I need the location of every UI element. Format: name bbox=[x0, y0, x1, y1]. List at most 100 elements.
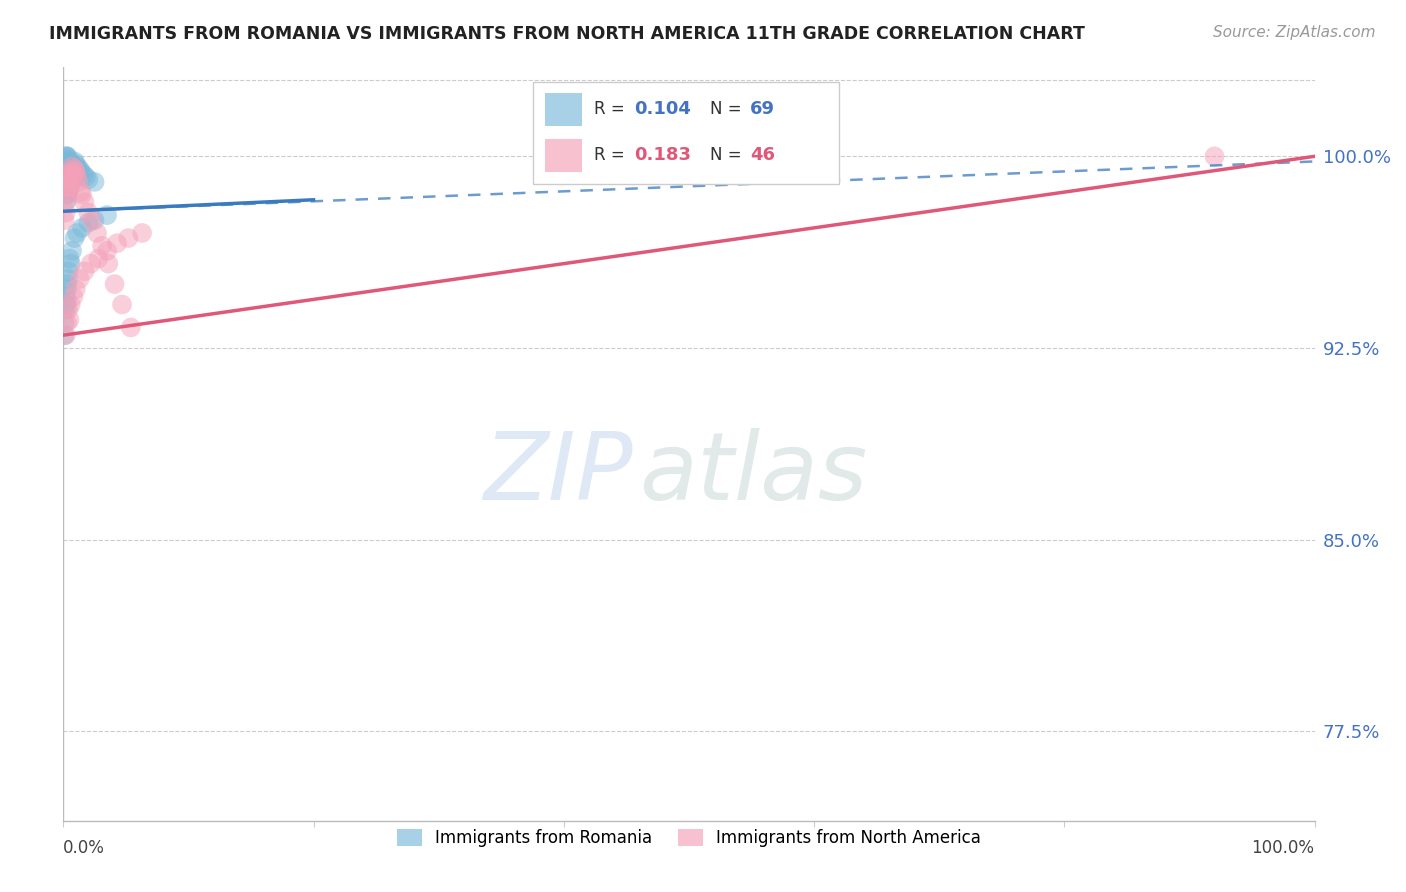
Point bbox=[55, 195, 77, 210]
Point bbox=[55, 205, 77, 219]
Point bbox=[96, 244, 118, 258]
Point bbox=[80, 213, 103, 227]
Point bbox=[58, 185, 80, 199]
Point bbox=[58, 313, 80, 327]
Point bbox=[69, 185, 91, 199]
Point bbox=[59, 257, 82, 271]
Point bbox=[56, 282, 79, 296]
Point bbox=[62, 290, 84, 304]
Point bbox=[69, 162, 91, 177]
Point bbox=[55, 290, 77, 304]
Point bbox=[65, 164, 87, 178]
Point bbox=[59, 175, 82, 189]
Point bbox=[58, 162, 80, 177]
Point bbox=[56, 193, 79, 207]
Point bbox=[58, 302, 80, 317]
Point bbox=[55, 154, 77, 169]
Point bbox=[58, 272, 80, 286]
Text: Source: ZipAtlas.com: Source: ZipAtlas.com bbox=[1212, 25, 1375, 40]
Text: ZIP: ZIP bbox=[484, 428, 633, 519]
Point bbox=[70, 220, 93, 235]
Point bbox=[65, 157, 87, 171]
Point bbox=[62, 167, 84, 181]
Point bbox=[58, 180, 80, 194]
Point bbox=[58, 175, 80, 189]
Point bbox=[66, 160, 89, 174]
Point bbox=[55, 328, 77, 343]
Point bbox=[56, 277, 79, 291]
Point bbox=[55, 175, 77, 189]
Point bbox=[60, 160, 83, 174]
Point bbox=[55, 152, 77, 166]
Point bbox=[67, 164, 90, 178]
Point bbox=[56, 315, 79, 329]
Point bbox=[86, 226, 108, 240]
Point bbox=[65, 167, 87, 181]
Point bbox=[55, 302, 77, 317]
Point bbox=[58, 180, 80, 194]
Point bbox=[120, 320, 142, 334]
Point bbox=[56, 149, 79, 163]
Point bbox=[56, 175, 79, 189]
Point bbox=[59, 164, 82, 178]
Point bbox=[58, 167, 80, 181]
Point bbox=[77, 205, 100, 219]
Point bbox=[66, 169, 89, 184]
Point bbox=[59, 160, 82, 174]
Point bbox=[56, 167, 79, 181]
Point bbox=[131, 226, 153, 240]
Point bbox=[59, 164, 82, 178]
Point bbox=[59, 172, 82, 186]
Point bbox=[77, 216, 100, 230]
Legend: Immigrants from Romania, Immigrants from North America: Immigrants from Romania, Immigrants from… bbox=[391, 822, 987, 854]
Point bbox=[77, 172, 100, 186]
Point bbox=[103, 277, 125, 291]
Point bbox=[59, 297, 82, 311]
Point bbox=[75, 169, 97, 184]
Point bbox=[80, 257, 103, 271]
Point bbox=[56, 149, 79, 163]
Point bbox=[53, 162, 76, 177]
Text: IMMIGRANTS FROM ROMANIA VS IMMIGRANTS FROM NORTH AMERICA 11TH GRADE CORRELATION : IMMIGRANTS FROM ROMANIA VS IMMIGRANTS FR… bbox=[49, 25, 1085, 43]
Point bbox=[97, 257, 120, 271]
Text: atlas: atlas bbox=[638, 428, 868, 519]
Point bbox=[60, 164, 83, 178]
Point bbox=[62, 160, 84, 174]
Point bbox=[58, 157, 80, 171]
Point bbox=[96, 208, 118, 222]
Point bbox=[56, 154, 79, 169]
Point bbox=[111, 297, 134, 311]
Point bbox=[62, 169, 84, 184]
Point bbox=[63, 154, 86, 169]
Point bbox=[58, 162, 80, 177]
Point bbox=[63, 164, 86, 178]
Point bbox=[58, 180, 80, 194]
Point bbox=[56, 180, 79, 194]
Point bbox=[56, 182, 79, 196]
Point bbox=[56, 187, 79, 202]
Point bbox=[58, 182, 80, 196]
Point bbox=[73, 195, 96, 210]
Point bbox=[63, 231, 86, 245]
Point bbox=[65, 282, 87, 296]
Point bbox=[58, 169, 80, 184]
Point bbox=[66, 226, 89, 240]
Point bbox=[58, 154, 80, 169]
Point bbox=[60, 169, 83, 184]
Point bbox=[69, 164, 91, 178]
Point bbox=[53, 315, 76, 329]
Point bbox=[60, 157, 83, 171]
Point bbox=[83, 213, 105, 227]
Point bbox=[55, 297, 77, 311]
Point bbox=[58, 252, 80, 266]
Point bbox=[53, 213, 76, 227]
Text: 100.0%: 100.0% bbox=[1251, 839, 1315, 857]
Point bbox=[56, 187, 79, 202]
Point bbox=[69, 272, 91, 286]
Point bbox=[55, 149, 77, 163]
Point bbox=[60, 175, 83, 189]
Point bbox=[58, 169, 80, 184]
Point bbox=[58, 264, 80, 278]
Point bbox=[67, 175, 90, 189]
Point bbox=[56, 164, 79, 178]
